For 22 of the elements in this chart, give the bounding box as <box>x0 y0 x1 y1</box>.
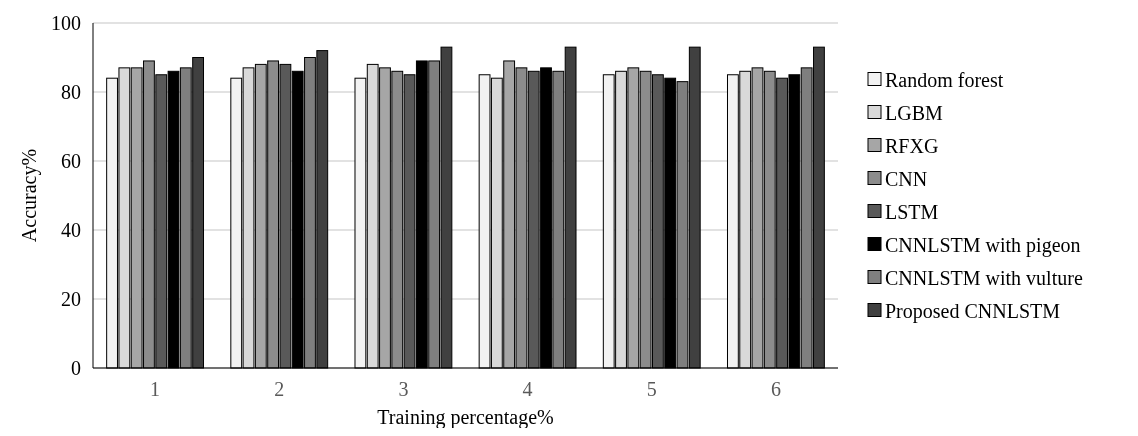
x-tick-label: 5 <box>646 378 657 400</box>
x-tick-label: 1 <box>150 378 161 400</box>
legend-label: LSTM <box>885 200 939 223</box>
y-tick-label: 60 <box>61 150 81 172</box>
y-tick-label: 80 <box>61 81 81 103</box>
legend-label: Random forest <box>885 68 1004 91</box>
legend-label: RFXG <box>885 134 939 157</box>
x-tick-label: 4 <box>522 378 533 400</box>
y-axis-title: Accuracy% <box>18 148 41 243</box>
x-axis-title: Training percentage% <box>377 406 554 429</box>
legend-label: Proposed CNNLSTM <box>885 299 1061 323</box>
y-tick-label: 100 <box>51 12 81 34</box>
x-tick-label: 6 <box>770 378 781 400</box>
x-tick-label: 2 <box>274 378 285 400</box>
legend-label: CNNLSTM with pigeon <box>885 233 1081 257</box>
y-tick-label: 40 <box>61 219 81 241</box>
x-tick-label: 3 <box>398 378 409 400</box>
legend-label: LGBM <box>885 101 943 124</box>
legend-label: CNN <box>885 167 928 190</box>
y-tick-label: 20 <box>61 288 81 310</box>
y-tick-label: 0 <box>71 357 81 379</box>
legend-label: CNNLSTM with vulture <box>885 266 1083 289</box>
